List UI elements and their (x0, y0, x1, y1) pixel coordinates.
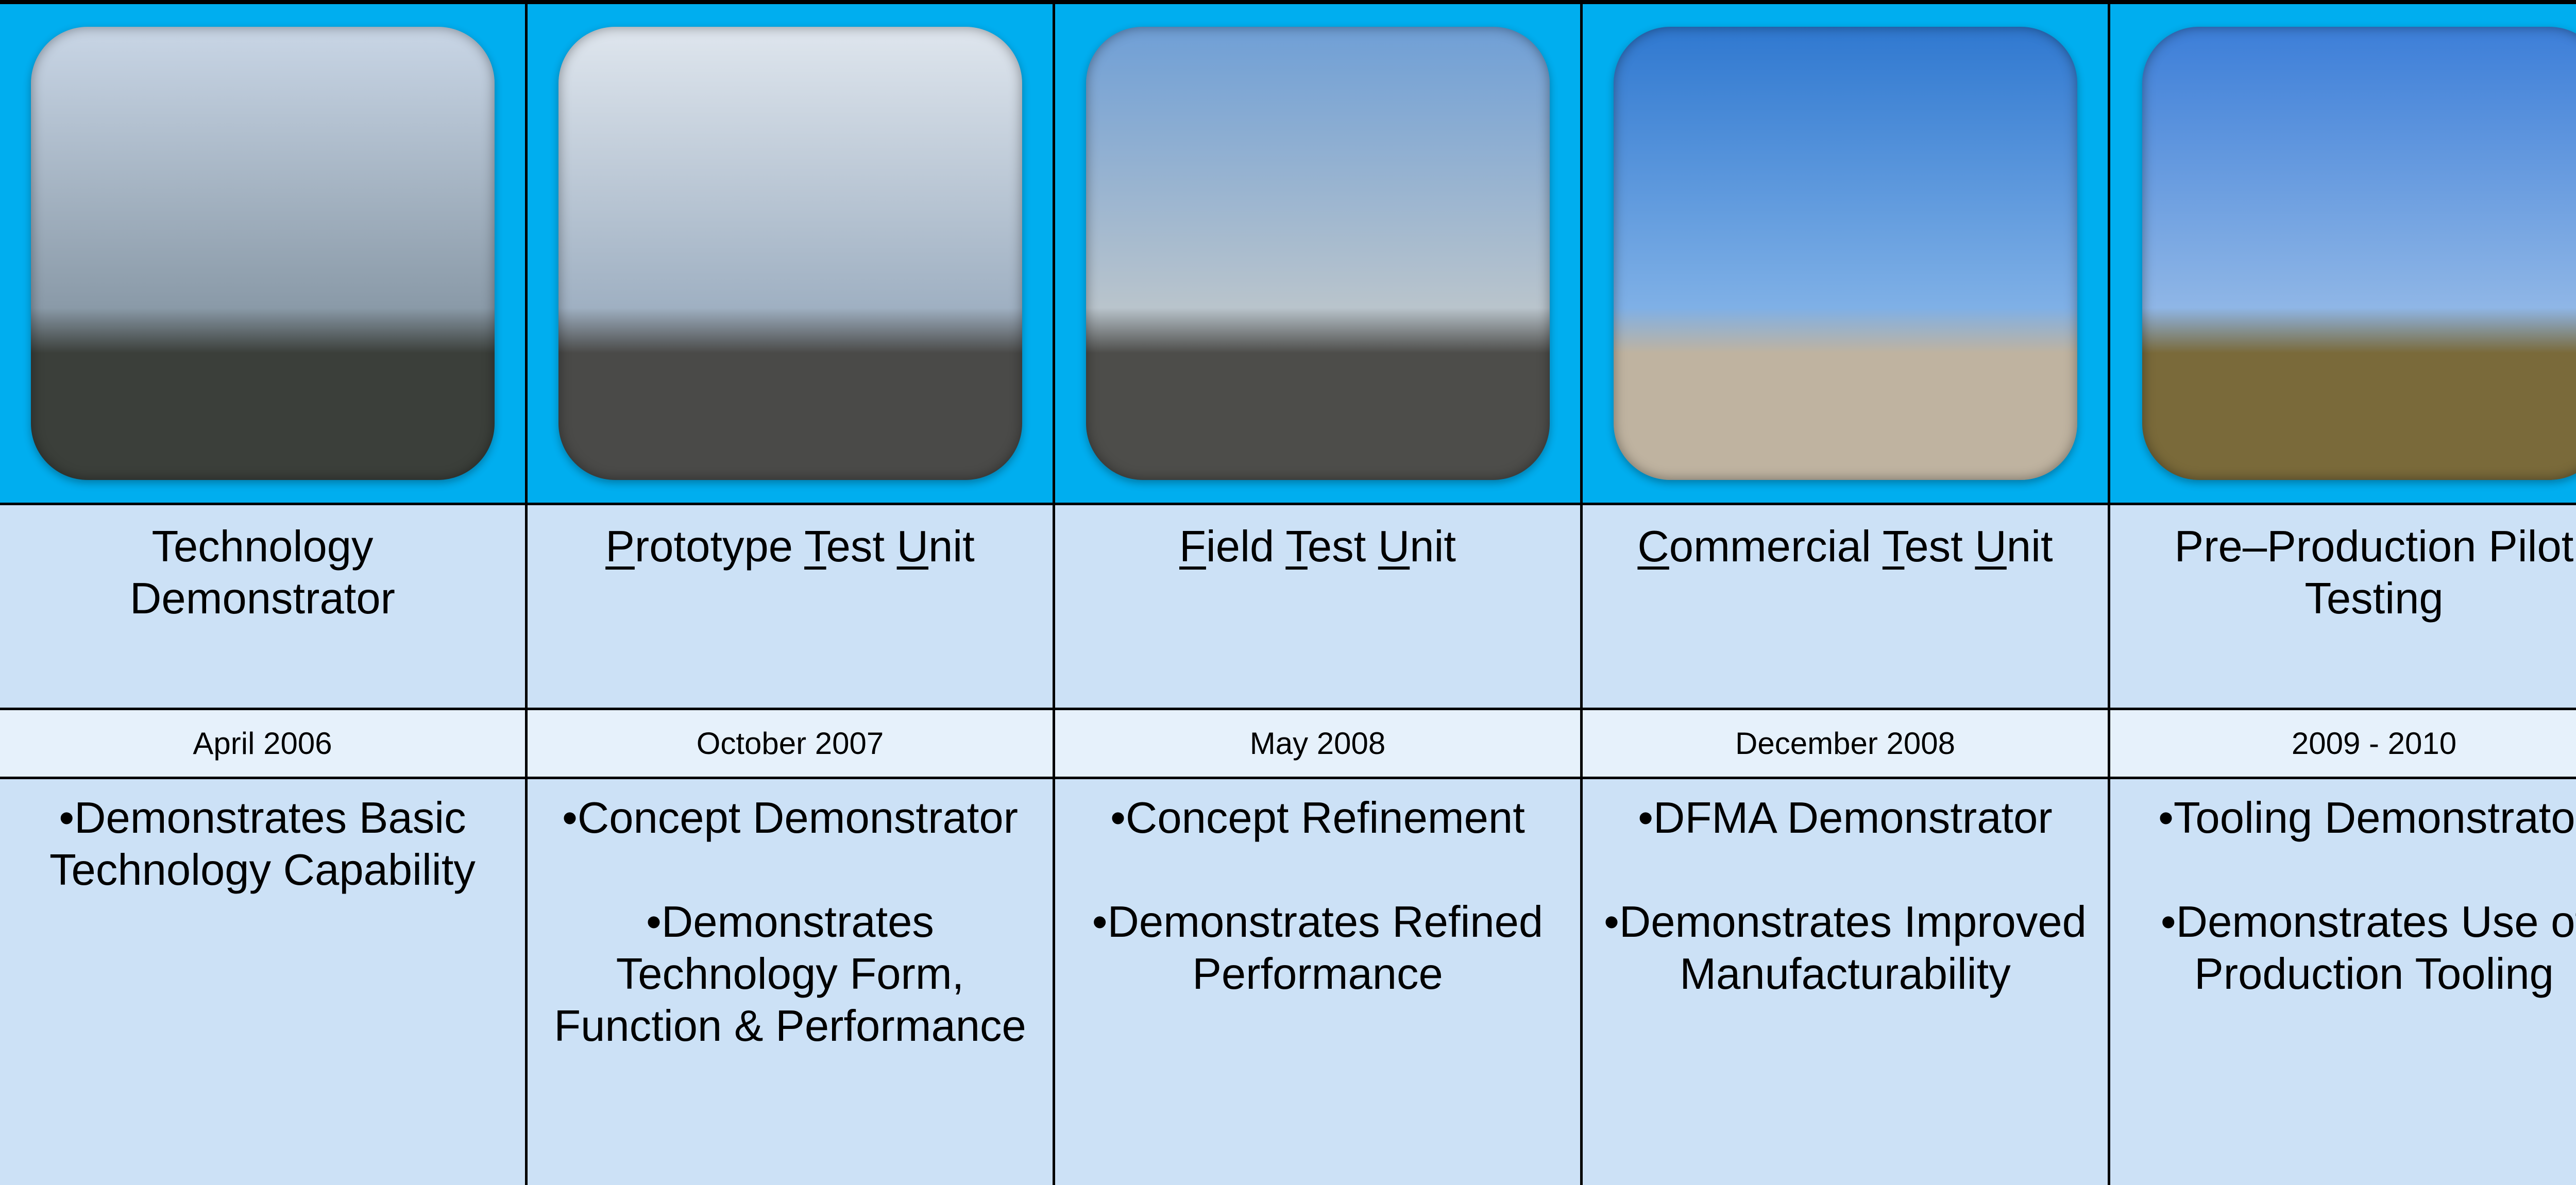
date-cell: May 2008 (1055, 710, 1583, 779)
photo (2142, 27, 2576, 480)
column-title: Field Test Unit (1071, 521, 1565, 573)
date: April 2006 (193, 726, 332, 761)
date: May 2008 (1250, 726, 1386, 761)
column-title: Commercial Test Unit (1598, 521, 2092, 573)
title-cell: Commercial Test Unit (1583, 505, 2110, 710)
title-cell: Field Test Unit (1055, 505, 1583, 710)
date-cell: December 2008 (1583, 710, 2110, 779)
image-cell (1583, 4, 2110, 505)
timeline-table: Technology Demonstrator Prototype Test Un… (0, 0, 2576, 1181)
title-cell: Technology Demonstrator (0, 505, 528, 710)
bullet-cell: •Concept Refinement •Demonstrates Refined… (1055, 779, 1583, 1185)
photo (1614, 27, 2077, 480)
column-title: Pre–Production Pilot Testing (2126, 521, 2576, 625)
image-cell (2110, 4, 2576, 505)
image-cell (0, 4, 528, 505)
bullet-cell: •Demonstrates Basic Technology Capabilit… (0, 779, 528, 1185)
bullet-cell: •DFMA Demonstrator •Demonstrates Improved… (1583, 779, 2110, 1185)
bullet: •Demonstrates Basic Technology Capabilit… (21, 792, 504, 896)
bullet: •Demonstrates Technology Form, Function … (548, 896, 1032, 1052)
date-cell: 2009 - 2010 (2110, 710, 2576, 779)
date-cell: April 2006 (0, 710, 528, 779)
image-cell (528, 4, 1055, 505)
bullet-cell: •Concept Demonstrator •Demonstrates Techn… (528, 779, 1055, 1185)
column-title: Prototype Test Unit (543, 521, 1037, 573)
photo (1086, 27, 1550, 480)
date: October 2007 (697, 726, 884, 761)
bullet: •Tooling Demonstrator (2131, 792, 2576, 844)
date: 2009 - 2010 (2292, 726, 2456, 761)
bullet: •DFMA Demonstrator (1603, 792, 2087, 844)
photo (558, 27, 1022, 480)
bullet: •Demonstrates Use of Production Tooling (2131, 896, 2576, 1000)
photo (31, 27, 495, 480)
bullet: •Concept Refinement (1076, 792, 1560, 844)
bullet: •Concept Demonstrator (548, 792, 1032, 844)
bullet: •Demonstrates Refined Performance (1076, 896, 1560, 1000)
bullet: •Demonstrates Improved Manufacturability (1603, 896, 2087, 1000)
date: December 2008 (1735, 726, 1955, 761)
title-cell: Pre–Production Pilot Testing (2110, 505, 2576, 710)
title-cell: Prototype Test Unit (528, 505, 1055, 710)
bullet-cell: •Tooling Demonstrator •Demonstrates Use o… (2110, 779, 2576, 1185)
column-title: Technology Demonstrator (15, 521, 510, 625)
image-cell (1055, 4, 1583, 505)
date-cell: October 2007 (528, 710, 1055, 779)
